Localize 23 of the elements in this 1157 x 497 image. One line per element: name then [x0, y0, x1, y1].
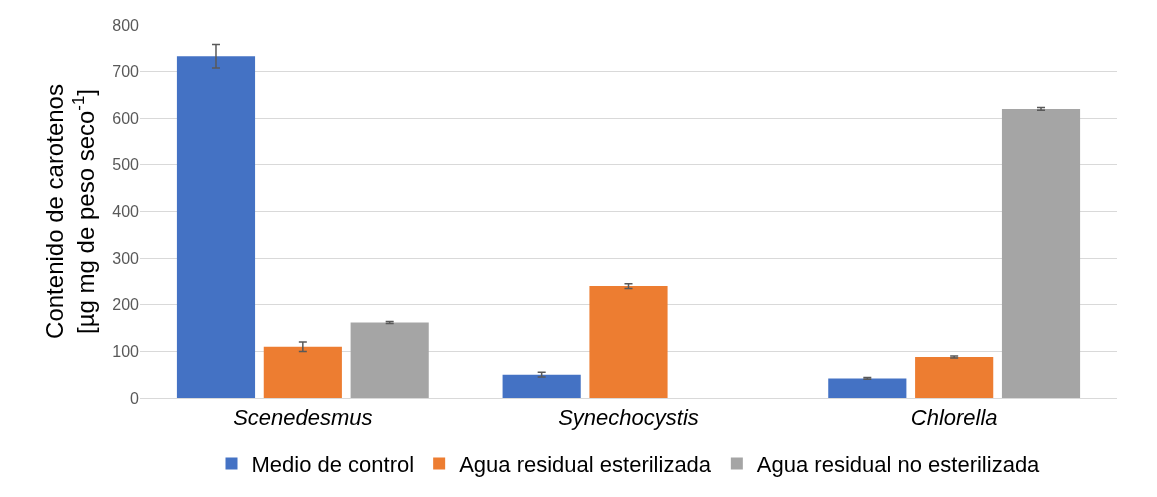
y-tick-label: 400: [112, 203, 140, 221]
y-tick-label: 100: [112, 342, 140, 360]
y-tick-label: 200: [112, 296, 140, 314]
y-tick-label: 800: [112, 16, 140, 34]
y-tick-label: 0: [130, 389, 140, 407]
x-tick-label: Synechocystis: [558, 405, 699, 431]
y-tick-label: 300: [112, 249, 140, 267]
x-tick-label: Scenedesmus: [233, 405, 373, 431]
x-tick-label: Chlorella: [910, 405, 998, 431]
legend-label: Agua residual esterilizada: [459, 452, 712, 478]
y-tick-label: 700: [112, 63, 140, 81]
y-tick-label: 600: [112, 109, 140, 127]
bar: [176, 56, 256, 398]
legend-label: Agua residual no esterilizada: [756, 452, 1041, 478]
bar: [915, 356, 994, 398]
bar: [502, 374, 581, 398]
bar: [589, 286, 668, 398]
bar: [263, 346, 342, 398]
legend-label: Medio de control: [251, 452, 415, 478]
bar: [828, 378, 907, 398]
bar: [1001, 108, 1081, 398]
bar: [350, 322, 429, 398]
y-tick-label: 500: [112, 156, 140, 174]
